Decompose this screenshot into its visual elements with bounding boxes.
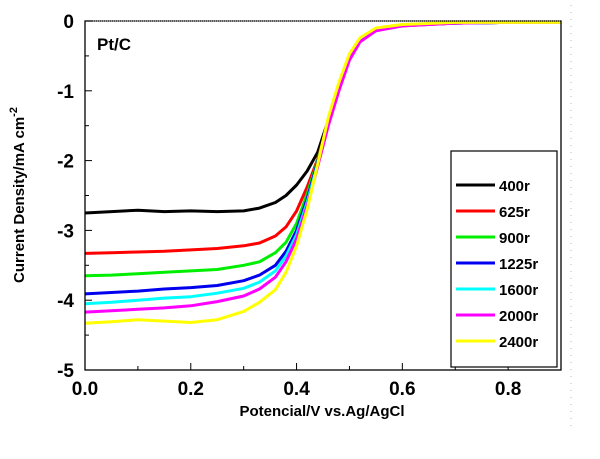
y-tick-label: -3 <box>57 221 74 242</box>
x-tick-label: 0.4 <box>283 379 310 400</box>
y-tick-label: -2 <box>57 152 74 173</box>
series-layer <box>84 20 561 325</box>
y-axis-title: Current Density/mA cm-2 <box>8 107 28 283</box>
x-tick-label: 0.8 <box>495 379 521 400</box>
x-axis: 0.0 0.2 0.4 0.6 0.8 <box>72 363 562 400</box>
series-line-2400r <box>84 20 561 325</box>
x-tick-label: 0.6 <box>389 379 415 400</box>
y-axis-title-superscript: -2 <box>8 107 20 117</box>
x-tick-label: 0.0 <box>72 379 98 400</box>
legend-items: 400r 625r 900r 1225r 1600r 2000r 2400r <box>456 178 538 351</box>
legend: 400r 625r 900r 1225r 1600r 2000r 2400r <box>450 150 558 368</box>
x-tick-label: 0.2 <box>178 379 204 400</box>
legend-label-2400r: 2400r <box>499 334 538 351</box>
x-axis-title: Potencial/V vs.Ag/AgCl <box>239 403 404 420</box>
y-axis-title-text: Current Density/mA cm <box>11 117 28 283</box>
y-axis: 0 -1 -2 -3 -4 -5 <box>57 12 92 382</box>
legend-label-625r: 625r <box>499 204 530 221</box>
legend-label-1600r: 1600r <box>499 282 538 299</box>
y-tick-label: 0 <box>63 12 74 33</box>
legend-box <box>450 150 558 368</box>
legend-label-1225r: 1225r <box>499 256 538 273</box>
y-tick-label: -4 <box>57 291 74 312</box>
legend-label-400r: 400r <box>499 178 530 195</box>
y-tick-label: -1 <box>57 82 74 103</box>
legend-label-2000r: 2000r <box>499 308 538 325</box>
y-tick-label: -5 <box>57 361 74 382</box>
pt-c-annotation: Pt/C <box>97 35 131 54</box>
legend-label-900r: 900r <box>499 230 530 247</box>
